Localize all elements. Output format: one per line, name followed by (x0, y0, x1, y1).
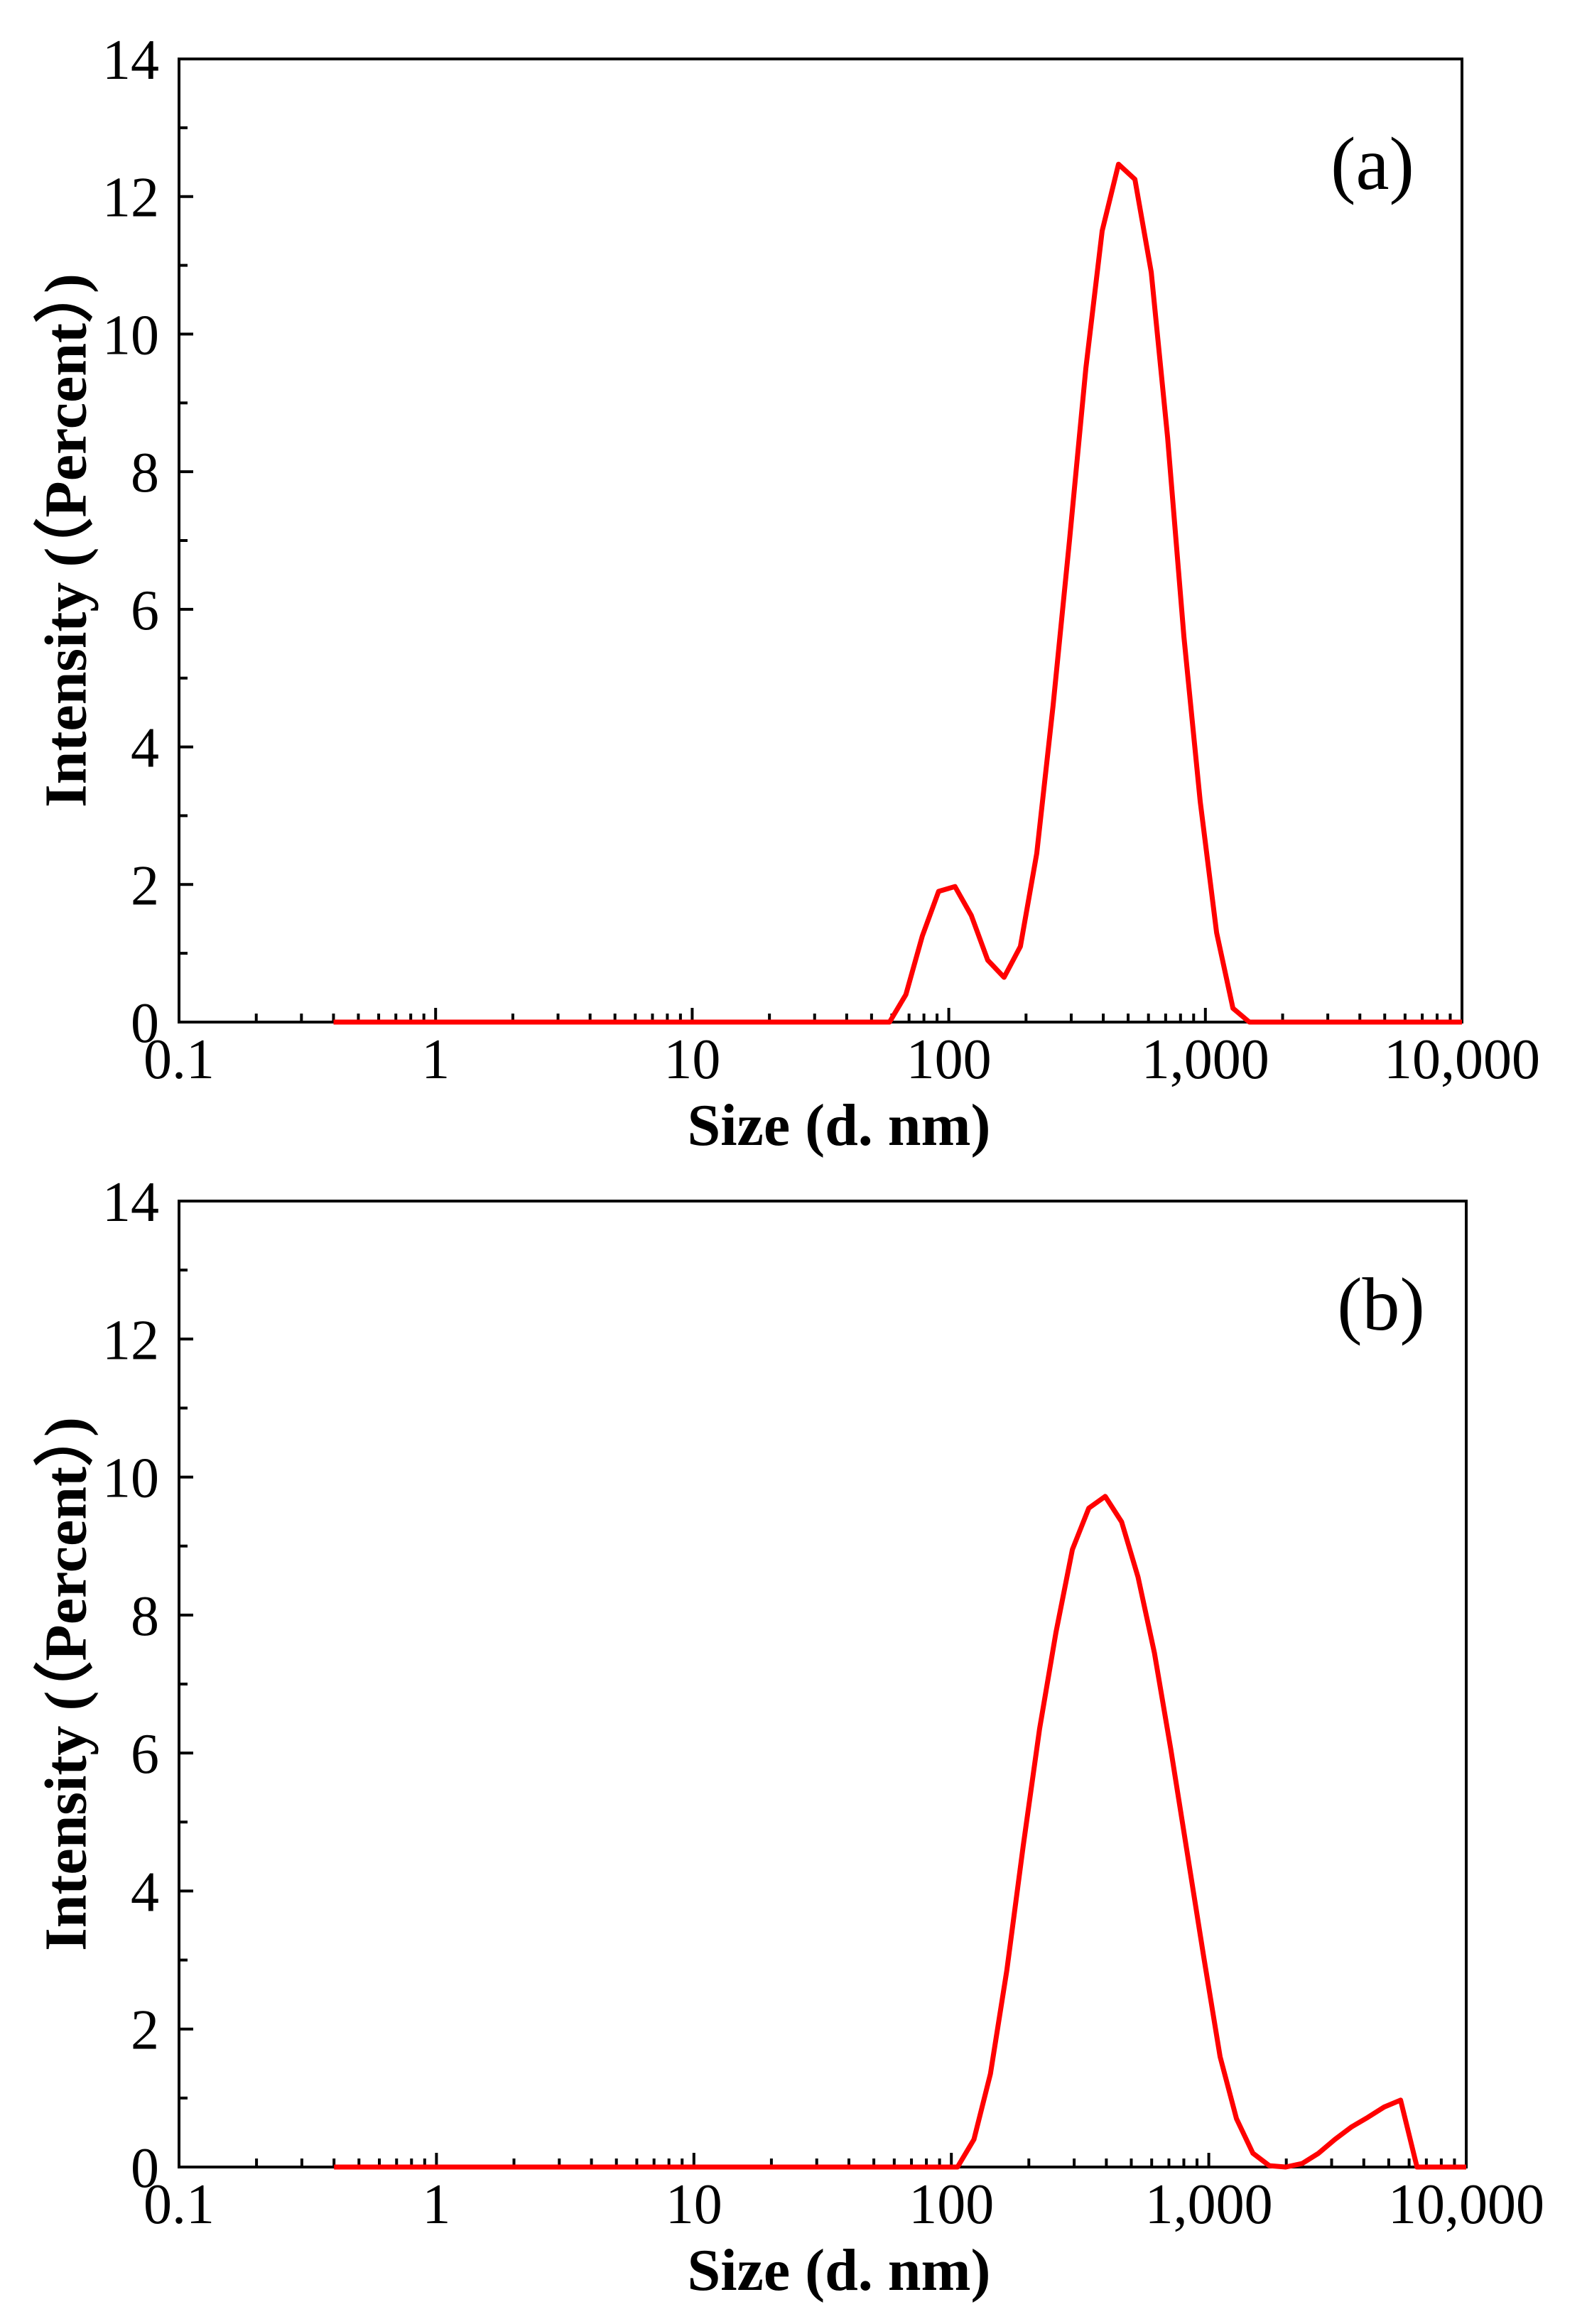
panel-label: (a) (1331, 122, 1414, 205)
y-tick-label: 6 (131, 580, 159, 642)
x-tick-label: 1,000 (1142, 1028, 1269, 1091)
y-tick-label: 12 (102, 167, 159, 229)
plot-frame (178, 58, 1463, 1023)
series-line (333, 161, 1462, 1025)
y-tick-label: 8 (131, 442, 159, 504)
y-tick-label: 12 (102, 1309, 159, 1372)
plot-series (334, 1494, 1466, 2170)
chart-panel-a: 0.1 1 10 100 1,000 10,000 0 2 4 6 8 10 12 14 (a) Size… (33, 29, 1541, 1158)
y-tick-label: 8 (131, 1585, 159, 1648)
y-tick-label: 0 (131, 2137, 159, 2200)
panel-label: (b) (1337, 1263, 1425, 1346)
x-tick-label: 10 (663, 1028, 720, 1091)
x-tick-label: 10,000 (1388, 2173, 1544, 2236)
x-tick-label: 1,000 (1145, 2173, 1273, 2236)
x-axis-title: Size (d. nm) (688, 2237, 991, 2303)
y-axis-title: Intensity (（Percent）) (33, 273, 99, 808)
y-axis-title: Intensity (（Percent）) (33, 1417, 99, 1951)
y-tick-label: 6 (131, 1723, 159, 1786)
plot-frame (178, 1200, 1468, 2168)
plot-series (333, 161, 1462, 1025)
y-tick-label: 2 (131, 854, 159, 917)
chart-panel-b: 0.1 1 10 100 1,000 10,000 0 2 4 6 8 10 12 14 (b) Size… (33, 1171, 1545, 2303)
y-tick-label: 0 (131, 992, 159, 1055)
y-tick-label: 4 (131, 717, 159, 780)
y-tick-label: 10 (102, 304, 159, 366)
x-tick-label: 10,000 (1384, 1028, 1540, 1091)
x-axis-title: Size (d. nm) (688, 1092, 991, 1158)
x-tick-label: 0.1 (143, 2173, 215, 2236)
x-tick-label: 100 (906, 1028, 992, 1091)
y-tick-label: 10 (102, 1448, 159, 1510)
axis-ticks (178, 1200, 1468, 2168)
x-tick-label: 100 (909, 2173, 994, 2236)
axis-tick-labels: 0.1 1 10 100 1,000 10,000 0 2 4 6 8 10 12 14 (102, 29, 1540, 1091)
y-tick-label: 14 (102, 1171, 159, 1234)
x-tick-label: 10 (666, 2173, 722, 2236)
x-tick-label: 1 (422, 2173, 450, 2236)
axis-tick-labels: 0.1 1 10 100 1,000 10,000 0 2 4 6 8 10 12 14 (102, 1171, 1544, 2236)
x-tick-label: 1 (421, 1028, 450, 1091)
y-tick-label: 4 (131, 1861, 159, 1923)
x-tick-label: 0.1 (143, 1028, 215, 1091)
axis-ticks (178, 58, 1463, 1023)
y-tick-label: 2 (131, 1999, 159, 2062)
y-tick-label: 14 (102, 29, 159, 92)
series-line (334, 1494, 1466, 2170)
